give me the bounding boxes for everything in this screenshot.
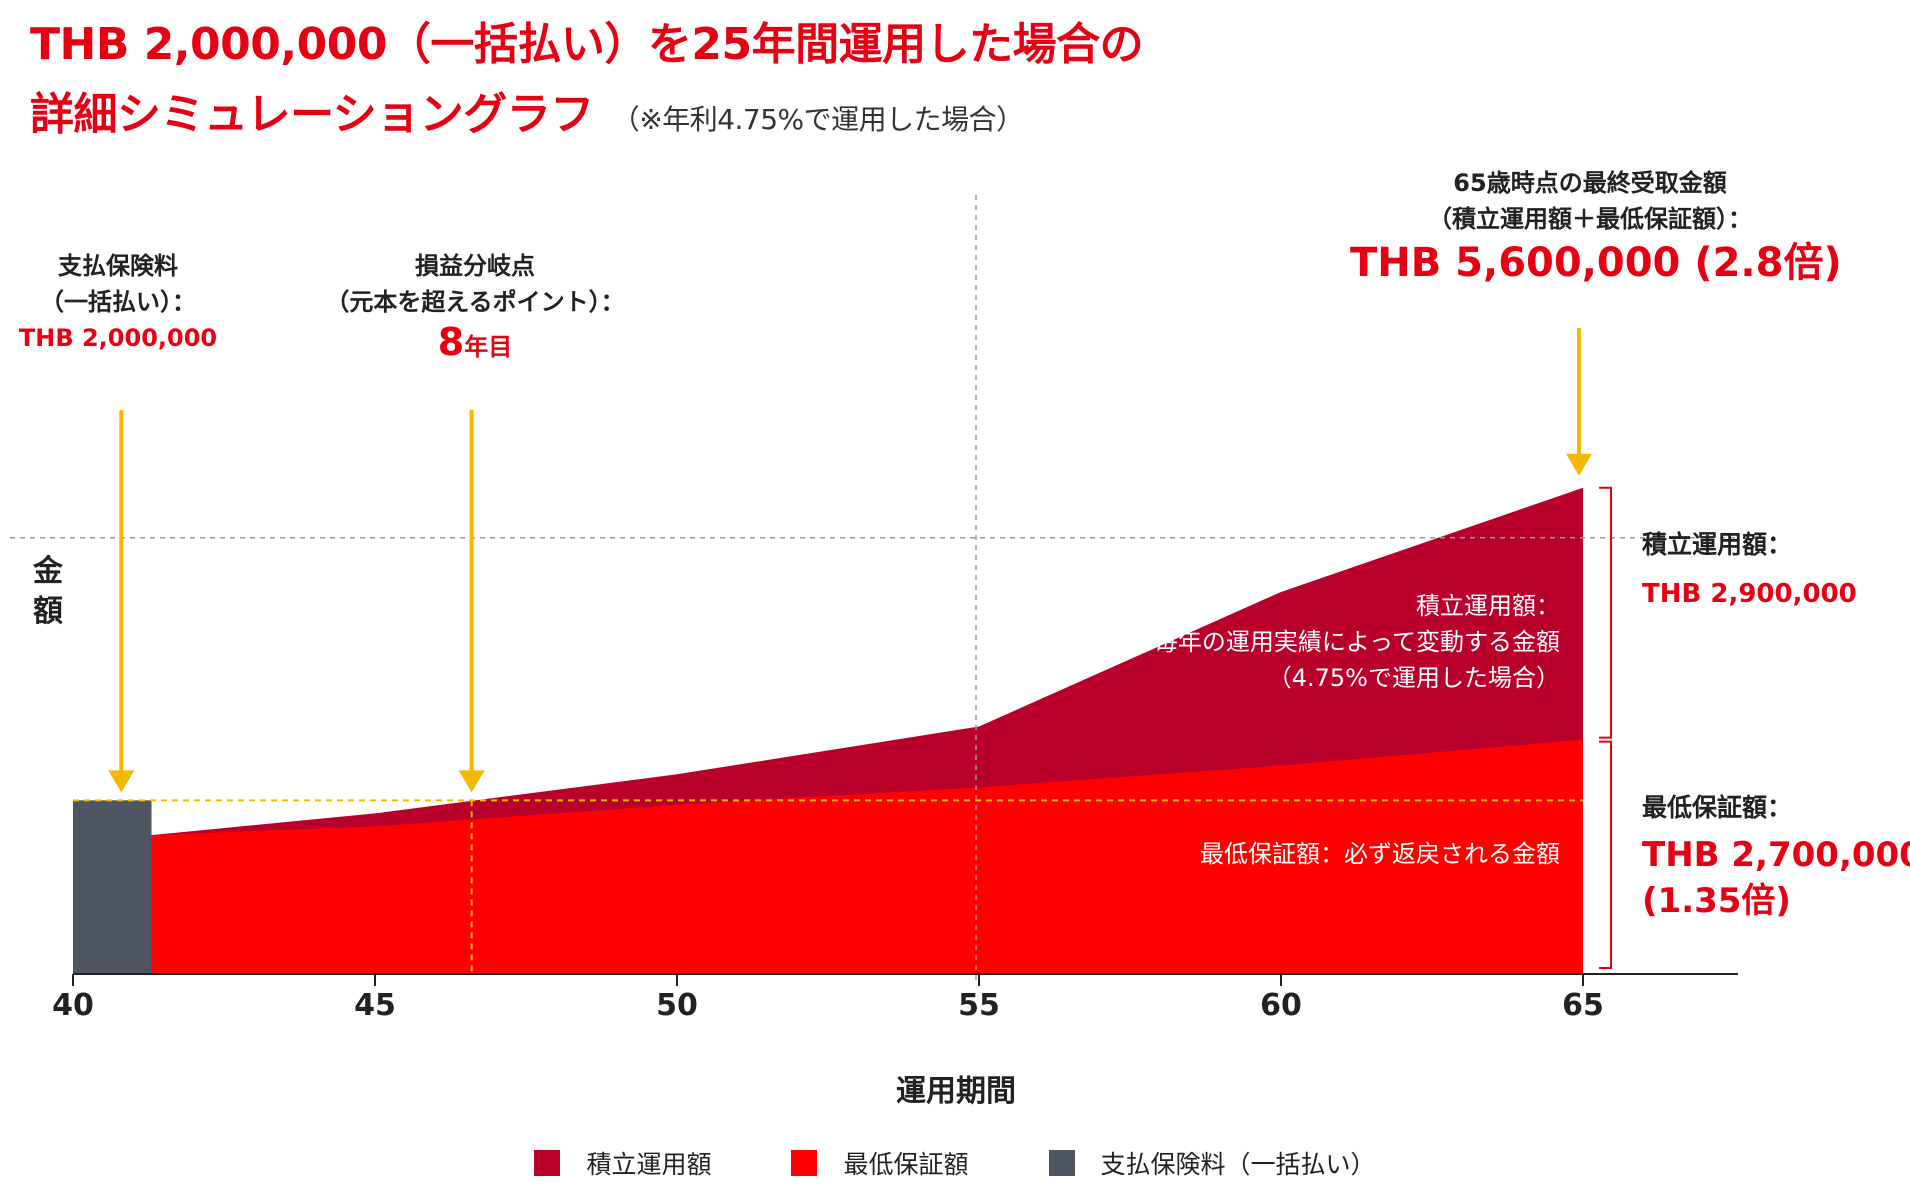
legend-swatch-accumulated: [534, 1150, 561, 1176]
accumulated-inner-line1: 積立運用額：: [1416, 592, 1560, 620]
x-tick-label: 40: [52, 988, 94, 1023]
chart-areas: [73, 487, 1583, 974]
legend-item-premium: 支払保険料（一括払い）: [1048, 1145, 1376, 1181]
accumulated-bracket: [1599, 486, 1612, 739]
legend-label-accumulated: 積立運用額: [586, 1150, 712, 1179]
title-main: 詳細シミュレーショングラフ: [30, 89, 594, 140]
title-line-2: 詳細シミュレーショングラフ （※年利4.75%で運用した場合）: [30, 78, 1024, 142]
premium-bar: [73, 800, 152, 974]
guaranteed-bracket: [1599, 740, 1612, 969]
accumulated-side-value: THB 2,900,000: [1642, 579, 1857, 609]
premium-annotation-line1: 支払保険料: [58, 252, 178, 280]
final-annotation-value: THB 5,600,000 (2.8倍): [1350, 240, 1842, 286]
breakeven-annotation-line2: （元本を超えるポイント）：: [325, 288, 625, 316]
legend-swatch-premium: [1048, 1150, 1075, 1176]
breakeven-annotation-value: 8年目: [305, 323, 645, 365]
title-line-1: THB 2,000,000（一括払い）を25年間運用した場合の: [30, 19, 1144, 70]
breakeven-arrow-head: [458, 770, 485, 793]
legend-label-guaranteed: 最低保証額: [843, 1150, 969, 1179]
breakeven-annotation: 損益分岐点 （元本を超えるポイント）： 8年目: [305, 248, 645, 365]
accumulated-inner-label: 積立運用額： 毎年の運用実績によって変動する金額 （4.75%で運用した場合）: [1154, 588, 1560, 696]
x-tick-label: 55: [958, 988, 1000, 1023]
legend: 積立運用額 最低保証額 支払保険料（一括払い）: [0, 1145, 1910, 1181]
title-note: （※年利4.75%で運用した場合）: [611, 103, 1024, 136]
y-axis-label-char-2: 額: [33, 594, 63, 629]
guaranteed-area: [151, 739, 1583, 974]
accumulated-side-label: 積立運用額： THB 2,900,000: [1642, 525, 1857, 609]
premium-arrow-head: [108, 770, 135, 793]
guaranteed-inner-line1: 最低保証額：必ず返戻される金額: [1200, 840, 1560, 868]
final-annotation-line2: （積立運用額＋最低保証額）：: [1428, 205, 1752, 233]
chart-guides: [10, 195, 1740, 986]
breakeven-year-number: 8: [437, 320, 465, 364]
final-arrow-head: [1566, 453, 1592, 476]
breakeven-annotation-line1: 損益分岐点: [415, 252, 535, 280]
guaranteed-inner-label: 最低保証額：必ず返戻される金額: [1200, 836, 1560, 872]
x-tick-label: 45: [354, 988, 396, 1023]
accumulated-side-heading: 積立運用額：: [1642, 530, 1793, 559]
guaranteed-side-value: THB 2,700,000: [1642, 835, 1910, 875]
final-annotation-line1: 65歳時点の最終受取金額: [1453, 169, 1727, 197]
legend-label-premium: 支払保険料（一括払い）: [1100, 1150, 1376, 1179]
guaranteed-side-label: 最低保証額： THB 2,700,000 (1.35倍): [1642, 788, 1910, 924]
guaranteed-side-heading: 最低保証額：: [1642, 793, 1793, 822]
guaranteed-side-multiplier: (1.35倍): [1642, 881, 1791, 921]
x-axis-label: 運用期間: [896, 1074, 1016, 1109]
y-axis-label: 金 額: [28, 552, 68, 632]
premium-annotation-line2: （一括払い）：: [40, 288, 196, 316]
chart-arrows: [108, 328, 1592, 793]
legend-swatch-guaranteed: [791, 1150, 818, 1176]
final-annotation: 65歳時点の最終受取金額 （積立運用額＋最低保証額）： THB 5,600,00…: [1350, 165, 1842, 286]
premium-annotation-value: THB 2,000,000: [18, 324, 218, 352]
legend-item-guaranteed: 最低保証額: [791, 1145, 969, 1181]
x-tick-label: 60: [1260, 988, 1302, 1023]
accumulated-inner-line3: （4.75%で運用した場合）: [1267, 664, 1560, 692]
legend-item-accumulated: 積立運用額: [534, 1145, 711, 1181]
x-tick-label: 50: [656, 988, 698, 1023]
y-axis-label-char-1: 金: [33, 554, 63, 589]
breakeven-year-unit: 年目: [464, 333, 513, 361]
accumulated-inner-line2: 毎年の運用実績によって変動する金額: [1153, 628, 1560, 656]
premium-annotation: 支払保険料 （一括払い）： THB 2,000,000: [0, 248, 238, 356]
x-tick-label: 65: [1562, 988, 1604, 1023]
